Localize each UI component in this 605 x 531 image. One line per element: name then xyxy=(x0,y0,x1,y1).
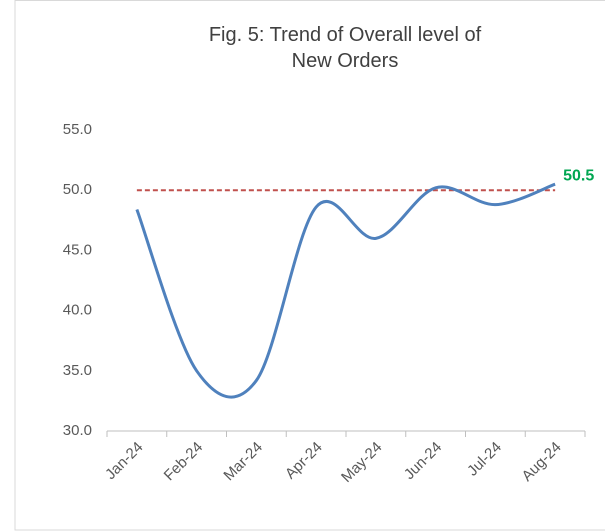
chart-border xyxy=(14,0,605,531)
series-line xyxy=(135,182,556,399)
y-tick-label: 50.0 xyxy=(63,181,92,198)
y-tick-label: 55.0 xyxy=(63,121,92,138)
y-tick-label: 30.0 xyxy=(63,422,92,439)
chart-title: Fig. 5: Trend of Overall level of New Or… xyxy=(208,24,482,72)
data-label: 50.5 xyxy=(563,167,594,184)
y-tick-label: 40.0 xyxy=(63,302,92,319)
y-tick-label: 35.0 xyxy=(63,362,92,379)
y-tick-label: 45.0 xyxy=(63,241,92,258)
